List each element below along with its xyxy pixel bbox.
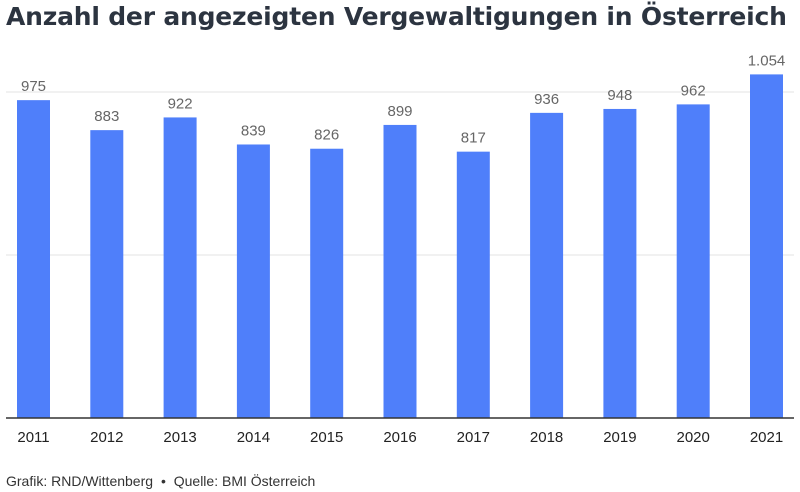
x-tick-label: 2021 — [750, 429, 783, 446]
data-label: 899 — [387, 103, 412, 120]
separator-dot: • — [160, 473, 166, 489]
bar — [603, 108, 637, 419]
data-label: 922 — [168, 95, 193, 112]
bar — [236, 144, 270, 418]
data-label: 817 — [461, 130, 486, 147]
bar — [163, 117, 197, 418]
bar — [750, 74, 783, 419]
x-tick-label: 2019 — [603, 429, 636, 446]
x-tick-label: 2011 — [17, 429, 49, 446]
x-tick-label: 2018 — [530, 429, 563, 446]
chart-footer: Grafik: RND/Wittenberg • Quelle: BMI Öst… — [6, 473, 315, 489]
data-label: 975 — [21, 78, 46, 95]
data-label: 826 — [314, 127, 339, 144]
x-tick-label: 2016 — [383, 429, 416, 446]
x-tick-label: 2015 — [310, 429, 343, 446]
data-label: 936 — [534, 91, 559, 108]
data-label: 962 — [681, 82, 706, 99]
bar — [530, 112, 564, 418]
x-tick-label: 2014 — [237, 429, 270, 446]
data-label: 948 — [607, 87, 632, 104]
data-label: 839 — [241, 122, 266, 139]
x-tick-label: 2013 — [163, 429, 196, 446]
bar — [17, 100, 50, 419]
x-tick-label: 2020 — [677, 429, 710, 446]
data-label: 883 — [94, 108, 119, 125]
bar — [90, 130, 124, 418]
data-label: 1.054 — [748, 52, 786, 69]
credit-text: Grafik: RND/Wittenberg — [6, 473, 154, 489]
chart-title: Anzahl der angezeigten Vergewaltigungen … — [6, 2, 787, 31]
source-text: Quelle: BMI Österreich — [173, 473, 316, 489]
x-tick-label: 2012 — [90, 429, 123, 446]
bar — [676, 104, 710, 418]
bar — [310, 148, 344, 418]
bar — [456, 151, 490, 418]
x-tick-label: 2017 — [457, 429, 490, 446]
bar — [383, 124, 417, 419]
